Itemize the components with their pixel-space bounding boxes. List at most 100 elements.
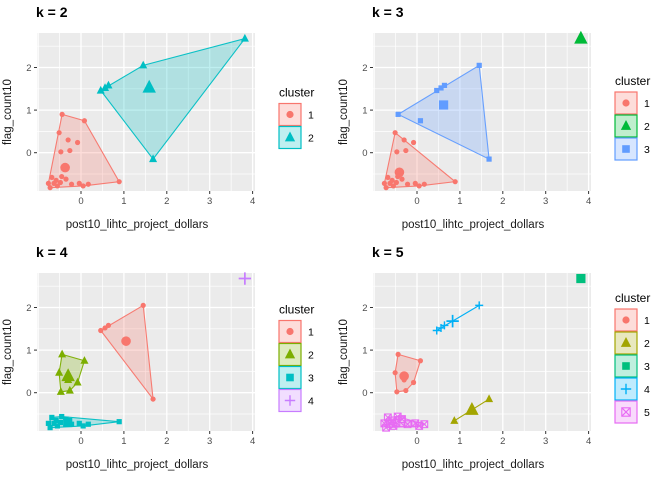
data-point bbox=[421, 181, 427, 187]
data-point bbox=[65, 385, 74, 394]
data-point bbox=[98, 327, 104, 334]
data-point bbox=[47, 185, 53, 191]
y-tick-label: 2 bbox=[26, 303, 31, 314]
data-point bbox=[65, 137, 71, 143]
data-point bbox=[394, 149, 400, 155]
data-point bbox=[76, 180, 82, 186]
x-tick-label: 0 bbox=[414, 436, 419, 447]
y-axis-title: flag_count10 bbox=[338, 319, 350, 385]
y-tick-label: 0 bbox=[362, 148, 367, 159]
axes: 0 1 2 3 4 0 1 2 post10_lihtc_project_dollars flag… bbox=[2, 63, 255, 231]
cluster-1 bbox=[45, 111, 122, 191]
data-point bbox=[59, 173, 65, 180]
centroid-point bbox=[438, 100, 449, 110]
centroid-point bbox=[394, 416, 406, 428]
data-point bbox=[67, 147, 73, 154]
data-point bbox=[417, 358, 424, 364]
legend: cluster 1 2 bbox=[278, 86, 314, 150]
plot-panel bbox=[373, 273, 591, 431]
gridlines bbox=[373, 273, 591, 431]
data-point bbox=[59, 111, 65, 117]
legend-key-glyph bbox=[621, 407, 631, 417]
legend-title: cluster bbox=[279, 86, 314, 100]
legend: cluster 1 2 3 4 5 bbox=[614, 291, 650, 424]
data-point bbox=[434, 87, 440, 94]
data-point bbox=[58, 149, 64, 155]
data-point bbox=[438, 85, 444, 91]
data-point bbox=[410, 139, 417, 146]
data-point bbox=[51, 420, 57, 426]
cluster-4 bbox=[238, 272, 252, 285]
cluster-1 bbox=[392, 351, 424, 395]
data-point bbox=[47, 425, 53, 431]
data-point bbox=[381, 180, 387, 186]
data-point bbox=[420, 420, 429, 429]
x-axis-title: post10_lihtc_project_dollars bbox=[402, 219, 545, 231]
legend-label: 2 bbox=[644, 338, 650, 350]
data-point bbox=[149, 154, 158, 163]
data-point bbox=[139, 60, 148, 69]
y-tick-label: 1 bbox=[362, 346, 367, 357]
data-point bbox=[485, 394, 494, 403]
y-tick-label: 0 bbox=[362, 388, 367, 399]
data-point bbox=[399, 176, 405, 182]
plot-title-k3: k = 3 bbox=[372, 4, 404, 20]
y-tick-label: 2 bbox=[362, 303, 367, 314]
legend-key-glyph bbox=[286, 110, 294, 119]
legend-label: 4 bbox=[308, 395, 314, 407]
panel-k2: k = 2 0 1 2 3 4 0 1 2 post10_lihtc_project_dolla… bbox=[0, 0, 336, 240]
centroid-point bbox=[142, 79, 156, 93]
data-point bbox=[441, 82, 448, 88]
x-tick-label: 1 bbox=[121, 196, 126, 207]
x-tick-label: 3 bbox=[207, 196, 212, 207]
cluster-2 bbox=[574, 30, 588, 44]
y-tick-label: 1 bbox=[362, 106, 367, 117]
legend-label: 1 bbox=[308, 326, 314, 338]
data-point bbox=[475, 301, 484, 310]
gridlines bbox=[37, 273, 255, 431]
plot-title-k4: k = 4 bbox=[36, 244, 68, 260]
x-tick-label: 1 bbox=[457, 196, 462, 207]
data-point bbox=[116, 419, 122, 425]
data-point bbox=[392, 130, 398, 136]
data-point bbox=[85, 181, 91, 187]
centroid-point bbox=[63, 417, 73, 428]
data-point bbox=[392, 370, 398, 376]
data-point bbox=[383, 185, 389, 191]
centroid-point bbox=[60, 162, 70, 173]
data-point bbox=[240, 33, 249, 42]
data-point bbox=[55, 367, 64, 376]
legend-label: 3 bbox=[308, 372, 314, 384]
legend-key-glyph bbox=[286, 373, 294, 382]
data-point bbox=[100, 83, 110, 92]
y-tick-label: 0 bbox=[26, 388, 31, 399]
legend-key-glyph bbox=[620, 120, 632, 130]
panel-k4: k = 4 0 1 2 3 4 0 1 2 post10_lihtc_project_dolla… bbox=[0, 240, 336, 480]
plot-svg-k4: 0 1 2 3 4 0 1 2 post10_lihtc_project_dollars flag… bbox=[2, 272, 314, 471]
data-point bbox=[476, 62, 482, 68]
centroid-point bbox=[238, 272, 252, 285]
x-tick-label: 4 bbox=[586, 196, 591, 207]
data-point bbox=[417, 118, 424, 124]
plot-title-k2: k = 2 bbox=[36, 4, 68, 20]
data-point bbox=[57, 179, 64, 186]
data-point bbox=[74, 139, 81, 146]
data-point bbox=[395, 351, 401, 357]
centroid-point bbox=[465, 401, 479, 415]
axes: 0 1 2 3 4 0 1 2 post10_lihtc_project_dollars flag… bbox=[338, 303, 591, 471]
centroid-point bbox=[121, 336, 131, 346]
data-point bbox=[73, 377, 82, 386]
panel-k3: k = 3 0 1 2 3 4 0 1 2 post10_lihtc_project_dolla… bbox=[336, 0, 672, 240]
centroid-point bbox=[446, 314, 459, 328]
legend-label: 1 bbox=[644, 315, 650, 327]
x-axis-title: post10_lihtc_project_dollars bbox=[66, 219, 209, 231]
data-point bbox=[450, 416, 459, 424]
centroid-point bbox=[576, 273, 586, 284]
panel-k5: k = 5 0 1 2 3 4 0 1 2 post10_lihtc_project_dolla… bbox=[336, 240, 672, 480]
data-point bbox=[85, 421, 91, 427]
centroid-point bbox=[399, 371, 409, 381]
data-point bbox=[54, 423, 61, 429]
x-tick-label: 4 bbox=[586, 436, 591, 447]
cluster-3 bbox=[395, 62, 492, 162]
